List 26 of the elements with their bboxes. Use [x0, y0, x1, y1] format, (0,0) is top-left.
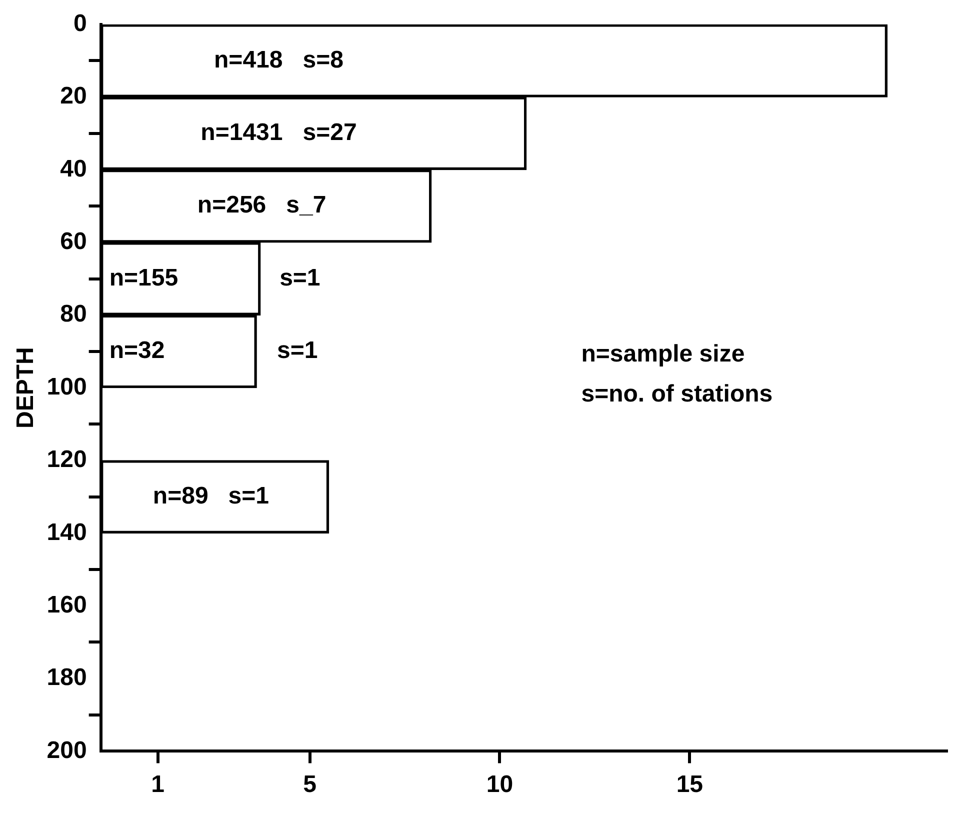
x-tick-label: 15	[676, 771, 704, 798]
x-tick-label: 5	[303, 771, 316, 798]
annotation: n=1431 s=27	[200, 119, 357, 146]
y-tick-label: 80	[60, 300, 87, 328]
y-axis-title: DEPTH	[12, 347, 40, 428]
annotation: n=sample size	[581, 340, 745, 368]
annotation: n=256 s_7	[197, 192, 326, 219]
y-tick-label: 0	[73, 10, 87, 38]
annotation: n=418 s=8	[214, 46, 344, 74]
y-tick-label: 20	[60, 82, 87, 110]
y-tick-label: 120	[46, 446, 87, 474]
y-tick-label: 100	[46, 373, 87, 400]
y-tick-label: 200	[46, 736, 87, 764]
y-tick-label: 40	[60, 155, 87, 182]
y-tick-label: 140	[46, 518, 87, 546]
annotation: n=32	[109, 337, 165, 364]
y-tick-label: 160	[46, 591, 87, 618]
x-tick-label: 10	[486, 771, 514, 798]
annotation: s=1	[277, 337, 318, 364]
annotation: s=1	[280, 264, 320, 292]
annotation: n=155	[109, 264, 178, 292]
x-tick-label: 1	[151, 771, 165, 798]
y-tick-label: 60	[60, 228, 87, 256]
annotation: n=89 s=1	[152, 482, 270, 510]
annotation: s=no. of stations	[581, 380, 773, 408]
y-tick-label: 180	[46, 664, 87, 692]
